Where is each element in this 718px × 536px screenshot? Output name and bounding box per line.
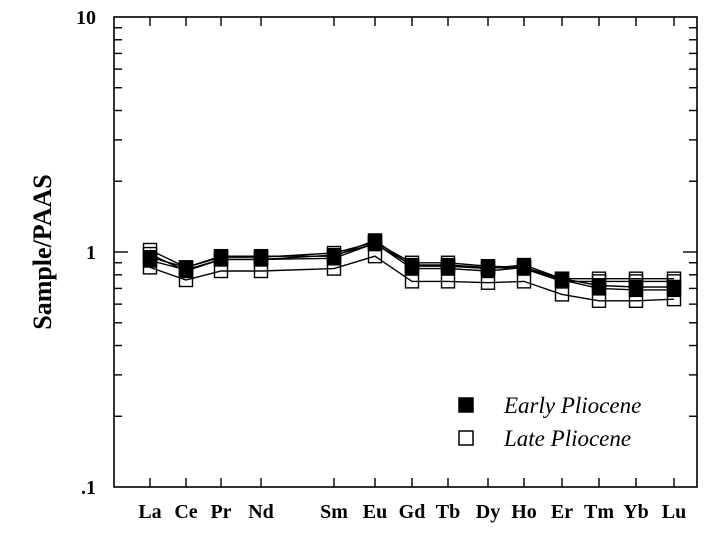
legend-marker-late — [458, 430, 474, 446]
early-point-eu — [367, 236, 383, 251]
x-tick-label-eu: Eu — [363, 501, 387, 523]
early-point-yb — [628, 282, 644, 298]
y-axis-title: Sample/PAAS — [28, 174, 57, 330]
x-tick-label-la: La — [138, 501, 161, 523]
x-tick-label-pr: Pr — [210, 501, 231, 523]
series-markers-layer — [142, 233, 682, 308]
legend-label-early: Early Pliocene — [503, 393, 641, 418]
y-tick-label: 1 — [86, 242, 96, 264]
x-tick-label-nd: Nd — [248, 501, 274, 523]
legend-label-late: Late Pliocene — [503, 426, 631, 451]
x-tick-label-lu: Lu — [662, 501, 686, 523]
early-point-er — [554, 272, 570, 288]
x-tick-label-dy: Dy — [476, 501, 500, 523]
early-point-ce — [178, 262, 194, 277]
early-point-dy — [480, 263, 496, 279]
x-tick-label-tm: Tm — [584, 501, 614, 523]
early-point-pr — [213, 252, 229, 267]
late-point-eu — [367, 248, 383, 264]
x-tick-label-tb: Tb — [436, 501, 460, 523]
x-tick-label-sm: Sm — [320, 501, 348, 523]
late-point-er — [554, 287, 570, 302]
early-point-gd — [404, 261, 420, 276]
x-tick-label-gd: Gd — [399, 501, 426, 523]
legend-marker-early — [458, 397, 474, 413]
late-point-ho — [516, 274, 532, 289]
legend: Early Pliocene Late Pliocene — [458, 393, 641, 451]
x-tick-label-ce: Ce — [174, 501, 197, 523]
early-point-ho — [516, 260, 532, 275]
late-point-tb — [440, 274, 456, 289]
early-point-tm — [591, 281, 607, 296]
x-tick-label-yb: Yb — [623, 501, 649, 523]
early-point-tb — [440, 261, 456, 276]
early-point-lu — [666, 282, 682, 298]
late-point-gd — [404, 274, 420, 289]
x-tick-label-ho: Ho — [511, 501, 537, 523]
early-point-sm — [326, 251, 342, 266]
y-tick-label: .1 — [81, 477, 96, 499]
x-tick-label-er: Er — [551, 501, 573, 523]
axes-layer — [113, 16, 698, 488]
early-point-la — [142, 253, 158, 268]
late-point-tm — [591, 293, 607, 308]
y-tick-label: 10 — [76, 7, 96, 29]
tick-labels-layer: 10 1 .1 La Ce Pr Nd Sm Eu Gd Tb Dy Ho Er Tm Yb Lu — [76, 7, 686, 523]
early-point-nd — [253, 252, 269, 267]
